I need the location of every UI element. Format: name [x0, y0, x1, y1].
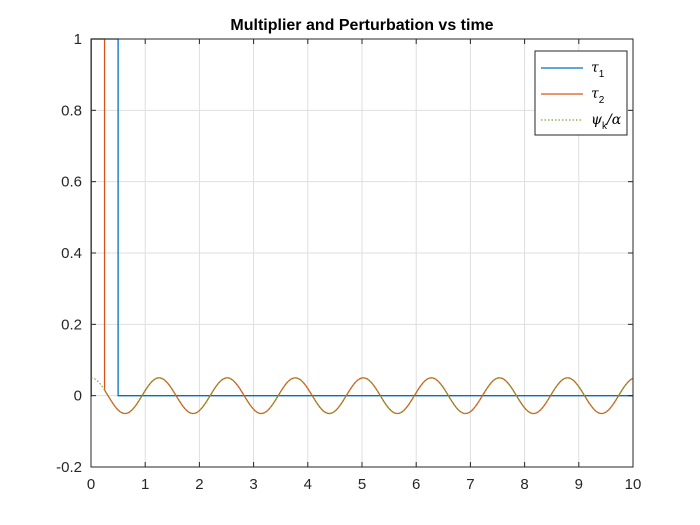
legend-label-tau_1: τ1 — [591, 60, 605, 80]
x-tick-labels: 0 1 2 3 4 5 6 7 8 9 10 — [87, 476, 642, 493]
x-tick-label: 0 — [87, 476, 95, 493]
x-tick-label: 8 — [520, 476, 528, 493]
series-line-psi_k_over_alpha — [90, 377, 634, 415]
y-tick-label: 0.6 — [61, 174, 82, 191]
legend: τ1 τ2 ψk/α — [534, 50, 628, 136]
y-tick-label: 0.8 — [61, 102, 82, 119]
legend-label-psi_k_over_alpha: ψk/α — [591, 112, 622, 132]
y-tick-label: -0.2 — [56, 459, 82, 476]
legend-label-tau_2: τ2 — [591, 86, 605, 106]
y-tick-label: 0.2 — [61, 316, 82, 333]
x-tick-label: 10 — [625, 476, 642, 493]
x-tick-label: 6 — [412, 476, 420, 493]
y-tick-label: 0 — [74, 388, 82, 405]
series-line-tau_2 — [90, 38, 634, 415]
y-tick-label: 0.4 — [61, 245, 82, 262]
y-tick-label: 1 — [74, 31, 82, 48]
x-tick-label: 7 — [466, 476, 474, 493]
x-tick-label: 9 — [575, 476, 583, 493]
x-tick-label: 2 — [195, 476, 203, 493]
x-tick-label: 4 — [304, 476, 312, 493]
chart-title: Multiplier and Perturbation vs time — [230, 17, 493, 34]
tick-marks — [90, 38, 634, 468]
x-tick-label: 3 — [249, 476, 257, 493]
x-tick-label: 5 — [358, 476, 366, 493]
y-tick-labels: -0.2 0 0.2 0.4 0.6 0.8 1 — [56, 31, 82, 476]
legend-box — [534, 50, 628, 136]
x-tick-label: 1 — [141, 476, 149, 493]
